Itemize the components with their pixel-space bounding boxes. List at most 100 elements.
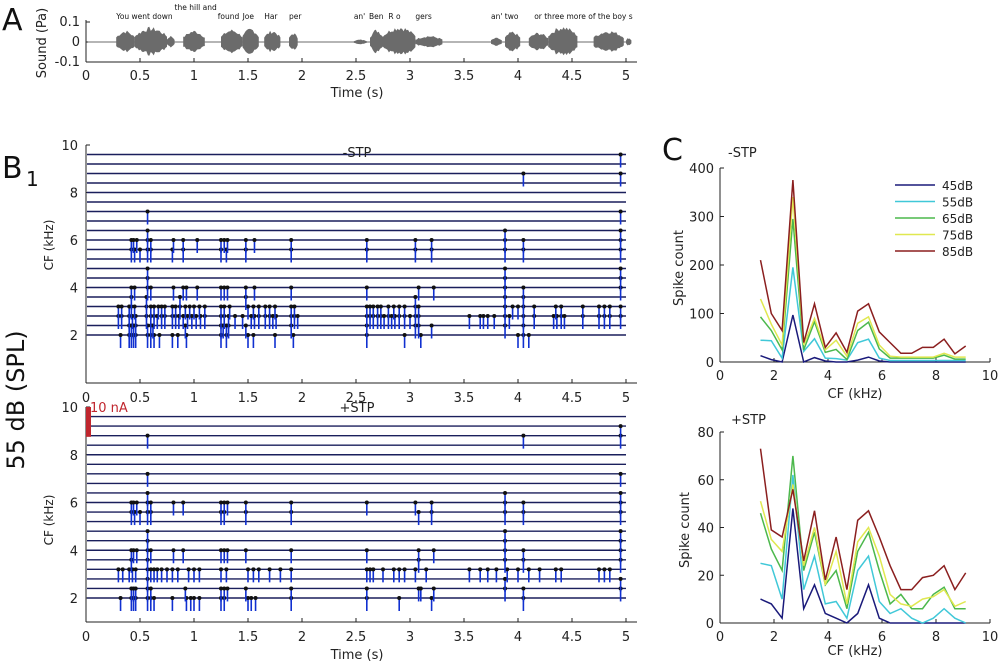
waveform-burst — [491, 37, 502, 46]
waveform-burst — [626, 38, 632, 46]
panel-label-a: A — [2, 3, 23, 38]
spike-marker — [478, 314, 483, 318]
spike-marker — [397, 567, 402, 572]
spike-marker — [246, 304, 250, 309]
spike-marker — [134, 238, 139, 242]
raster-x-tick-label: 4 — [514, 391, 522, 406]
waveform-burst — [370, 29, 383, 54]
spike-marker — [243, 238, 248, 242]
spike-marker — [402, 333, 407, 337]
panel-a-x-tick-label: 0 — [82, 69, 90, 84]
spike-marker — [183, 586, 188, 591]
spike-marker — [127, 567, 132, 572]
spike-marker — [246, 333, 250, 337]
spike-marker — [243, 285, 248, 290]
spike-marker — [222, 304, 227, 309]
spike-marker — [485, 567, 490, 572]
legend-label-75dB: 75dB — [942, 229, 973, 243]
spike-marker — [494, 567, 499, 572]
speech-annotation: the hill and — [175, 3, 217, 12]
spike-count-plus-stp-xlabel: CF (kHz) — [828, 644, 883, 659]
raster-x-tick-label: 0 — [82, 630, 90, 645]
spike-marker — [152, 304, 157, 309]
spike-marker — [402, 304, 407, 309]
legend-label-55dB: 55dB — [942, 196, 973, 210]
spike-marker — [145, 266, 150, 271]
spike-marker — [148, 548, 153, 553]
spike-marker — [246, 596, 250, 600]
panel-a-x-tick-label: 4 — [514, 69, 522, 84]
spike-marker — [521, 171, 526, 176]
spike-marker — [145, 529, 150, 534]
raster-x-tick-label: 3.5 — [454, 391, 475, 406]
spike-marker — [156, 304, 161, 309]
raster-x-tick-label: 1.5 — [238, 391, 259, 406]
spike-marker — [145, 228, 150, 233]
spike-marker — [133, 586, 138, 591]
spike-marker — [129, 285, 134, 290]
spike-marker — [195, 285, 200, 290]
spike-marker — [138, 510, 142, 515]
spike-marker — [116, 304, 121, 309]
spike-marker — [219, 548, 223, 553]
spike-marker — [188, 596, 193, 600]
c-x-tick-label: 2 — [770, 369, 778, 384]
spike-marker — [171, 500, 176, 505]
raster-x-tick-label: 3.5 — [454, 630, 475, 645]
spike-marker — [503, 529, 508, 534]
waveform-burst — [593, 31, 624, 52]
spike-marker — [278, 567, 283, 572]
spike-marker — [364, 500, 369, 505]
waveform-burst — [415, 36, 443, 48]
spike-marker — [386, 304, 391, 309]
waveform-burst — [548, 27, 578, 56]
spike-marker — [118, 596, 123, 600]
speech-annotation: Har — [264, 12, 278, 21]
spike-marker — [492, 314, 497, 318]
panel-a-xlabel: Time (s) — [330, 86, 384, 101]
spike-marker — [416, 285, 421, 290]
spike-marker — [521, 238, 526, 242]
spike-marker — [120, 567, 125, 572]
spike-marker — [371, 567, 376, 572]
raster-x-tick-label: 0 — [82, 391, 90, 406]
spike-marker — [607, 567, 612, 572]
spike-marker — [580, 304, 585, 309]
waveform-burst — [353, 39, 367, 45]
spike-marker — [134, 548, 139, 553]
spike-marker — [194, 314, 199, 318]
waveform-burst — [221, 29, 243, 54]
spike-marker — [162, 304, 167, 309]
spike-marker — [389, 314, 394, 318]
raster-minus-stp-ylabel: CF (kHz) — [42, 220, 56, 271]
spike-marker — [252, 238, 257, 242]
spike-marker — [418, 586, 423, 591]
series-line-75dB — [759, 197, 966, 358]
spike-marker — [148, 285, 153, 290]
panel-a-y-tick-label: 0 — [72, 35, 80, 50]
speech-annotation: per — [289, 12, 302, 21]
spike-marker — [516, 333, 520, 337]
spike-marker — [225, 500, 230, 505]
spike-marker — [175, 567, 180, 572]
spike-marker — [289, 285, 294, 290]
spike-marker — [521, 586, 526, 591]
spike-marker — [503, 490, 508, 495]
spike-marker — [225, 548, 230, 553]
spike-marker — [618, 304, 623, 309]
panel-a-y-tick-label: -0.1 — [55, 55, 80, 70]
spike-marker — [222, 548, 227, 553]
spike-marker — [429, 596, 434, 600]
spike-marker — [133, 567, 138, 572]
c-x-tick-label: 0 — [716, 630, 724, 645]
raster-y-tick-label: 2 — [70, 329, 78, 344]
series-line-45dB — [760, 314, 966, 364]
spike-marker — [289, 548, 294, 553]
spike-marker — [240, 314, 245, 318]
raster-plus-stp-title: +STP — [340, 401, 375, 416]
spike-marker — [249, 596, 254, 600]
panel-a-x-tick-label: 4.5 — [562, 69, 583, 84]
spike-marker — [251, 304, 256, 309]
waveform-burst — [242, 28, 259, 54]
raster-y-tick-label: 10 — [61, 139, 78, 154]
